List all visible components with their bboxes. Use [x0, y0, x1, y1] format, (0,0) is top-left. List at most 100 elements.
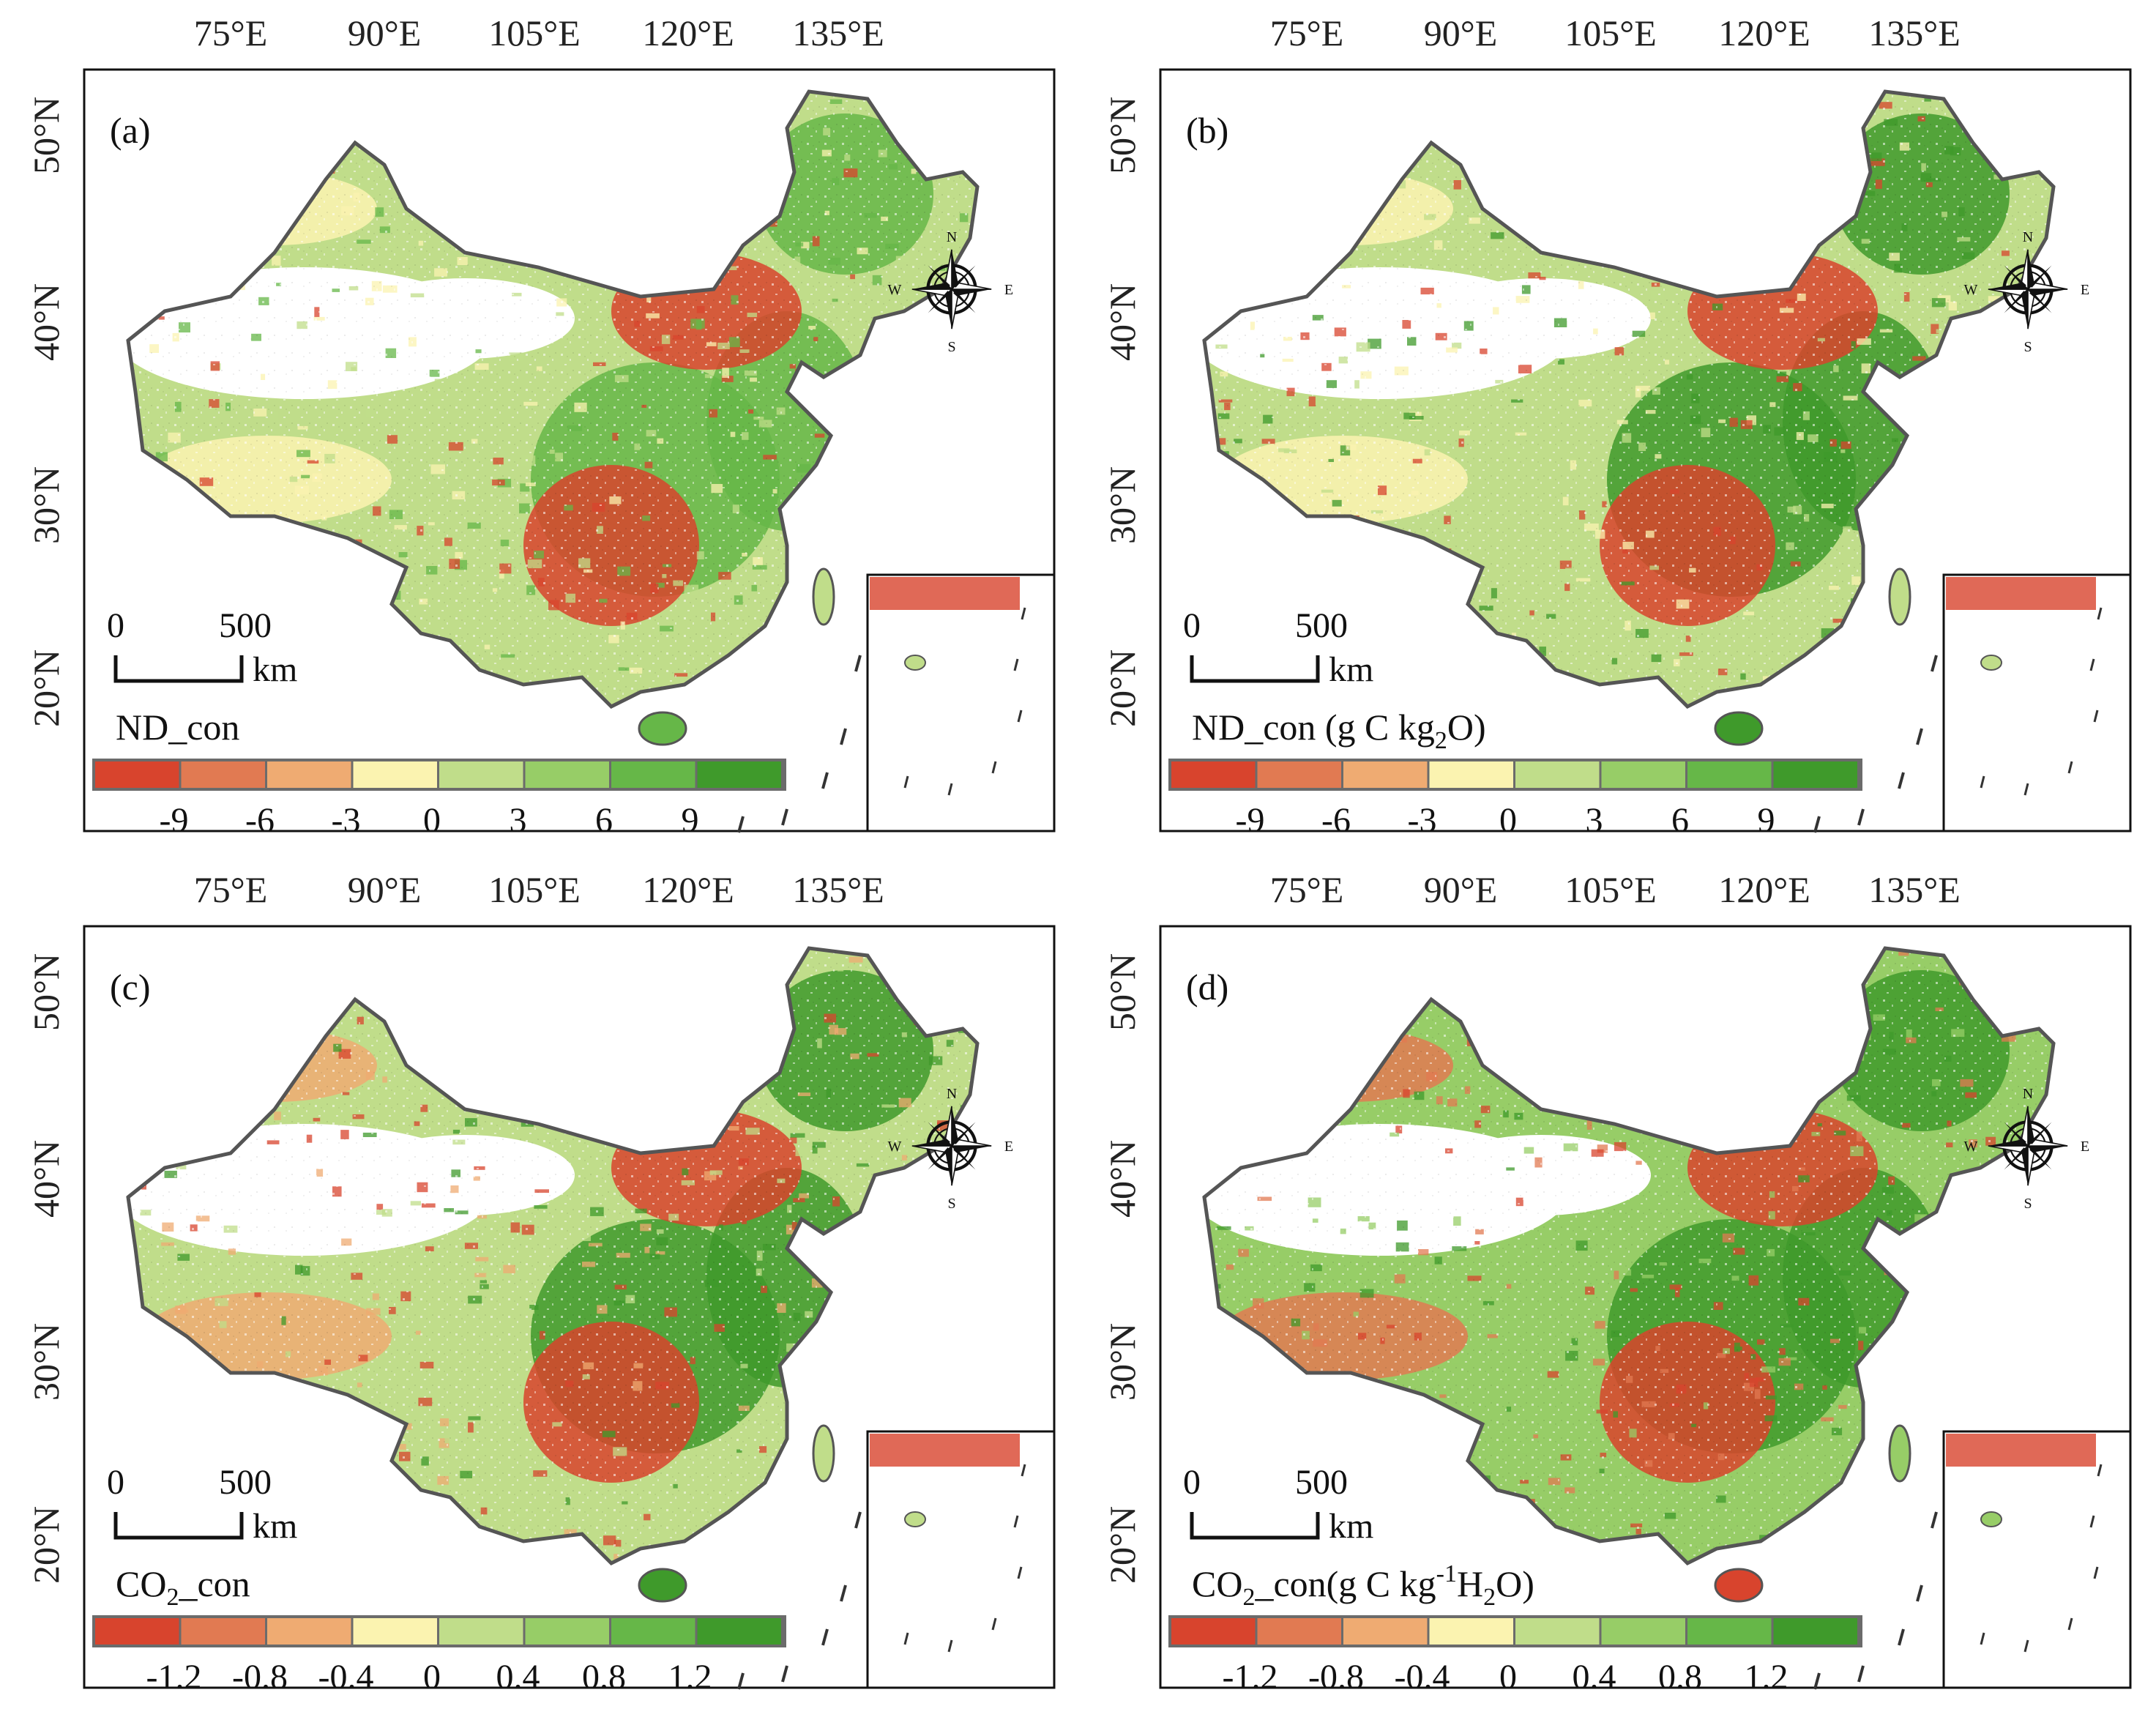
inset-dash: [2023, 1639, 2029, 1653]
inset-dash: [1021, 607, 1026, 620]
legend-title-text: CO: [116, 1563, 166, 1604]
china-boundary: [126, 89, 980, 709]
lon-tick-label: 105°E: [488, 869, 581, 910]
compass-s: S: [947, 339, 955, 355]
legend-title-end: _con: [178, 1563, 250, 1604]
boundary-dash: [1916, 728, 1923, 745]
legend-swatch: [353, 761, 437, 788]
hainan-island: [638, 1568, 687, 1603]
lon-tick-label: 120°E: [1718, 12, 1810, 53]
legend-swatch: [1429, 1618, 1513, 1645]
legend-colorbar: -1.2 -0.8 -0.4 0 0.4 0.8 1.2: [1168, 1615, 1862, 1696]
lat-tick-label: 20°N: [1102, 1506, 1143, 1584]
inset-frame: [866, 1430, 1056, 1689]
hainan-island: [1714, 1568, 1764, 1603]
inset-dash: [2067, 761, 2073, 774]
legend-swatch: [353, 1618, 437, 1645]
lat-tick-label: 40°N: [1102, 1140, 1143, 1218]
boundary-dash: [737, 816, 745, 833]
lat-tick-label: 30°N: [26, 466, 67, 544]
legend-swatch: [439, 761, 523, 788]
inset-frame: [1942, 573, 2132, 833]
taiwan-island: [812, 567, 835, 626]
inset-dash: [1980, 775, 1985, 789]
legend-tick: -1.2: [146, 1658, 202, 1696]
boundary-dash: [1813, 1672, 1821, 1690]
inset-dash: [1980, 1632, 1985, 1645]
south-china-sea-inset: [866, 573, 1056, 833]
scale-end: 500: [219, 1463, 272, 1502]
china-boundary: [126, 946, 980, 1566]
inset-dash: [1021, 1464, 1026, 1477]
inset-mainland: [1946, 1434, 2096, 1467]
legend-swatch: [267, 1618, 351, 1645]
map-panel-d: 75°E 90°E 105°E 120°E 135°E 50°N 40°N 30°N 20°N (…: [1102, 869, 2132, 1696]
boundary-dash: [1898, 1628, 1905, 1646]
legend-swatch: [1687, 761, 1772, 788]
compass-w: W: [1964, 282, 1978, 298]
legend-tick: 0: [423, 801, 441, 840]
legend-swatch: [181, 1618, 265, 1645]
lon-tick-label: 90°E: [348, 12, 422, 53]
lon-tick-label: 75°E: [194, 12, 268, 53]
boundary-dash: [821, 772, 829, 789]
legend-title-sub: 2: [1435, 727, 1447, 754]
lon-tick-label: 105°E: [488, 12, 581, 53]
boundary-dash: [1931, 1511, 1938, 1529]
inset-mainland: [870, 1434, 1020, 1467]
boundary-dash: [821, 1628, 829, 1646]
legend-swatch: [1601, 1618, 1685, 1645]
legend-swatch: [1429, 761, 1513, 788]
lat-tick-label: 20°N: [26, 1506, 67, 1584]
legend-title: ND_con (g C kg2O): [1192, 707, 1486, 754]
scale-bar: 0 500 km: [107, 1463, 297, 1546]
map-panel-b: 75°E 90°E 105°E 120°E 135°E 50°N 40°N 30°N 20°N (…: [1102, 12, 2132, 840]
lat-tick-label: 30°N: [1102, 466, 1143, 544]
inset-dash: [2089, 1515, 2095, 1528]
legend-swatch: [1773, 761, 1857, 788]
taiwan-island: [812, 1424, 835, 1483]
south-china-sea-inset: [1942, 573, 2132, 833]
boundary-dash: [1916, 1584, 1923, 1602]
boundary-dash: [840, 728, 847, 745]
legend-colorbar: -1.2 -0.8 -0.4 0 0.4 0.8 1.2: [92, 1615, 786, 1696]
legend-title-sub: 2: [166, 1584, 179, 1611]
boundary-dash: [1857, 1665, 1865, 1683]
legend-tick: 3: [510, 801, 527, 840]
legend-tick: 9: [682, 801, 699, 840]
scale-bar: 0 500 km: [107, 606, 297, 689]
legend-title-suffix: H: [1457, 1563, 1483, 1604]
compass-n: N: [947, 229, 957, 245]
legend-tick: -6: [1321, 801, 1351, 840]
lon-tick-label: 135°E: [792, 12, 884, 53]
inset-hainan: [1980, 1511, 2002, 1527]
legend-tick: -0.8: [1308, 1658, 1364, 1696]
compass-s: S: [2023, 339, 2032, 355]
scale-unit: km: [253, 1507, 297, 1546]
legend-tick: 0.8: [582, 1658, 626, 1696]
lat-tick-label: 30°N: [1102, 1323, 1143, 1401]
compass-w: W: [888, 1139, 902, 1155]
legend-tick: -9: [1236, 801, 1265, 840]
lat-tick-label: 20°N: [26, 649, 67, 727]
legend-tick: 0.4: [496, 1658, 540, 1696]
inset-dash: [991, 761, 997, 774]
compass-s: S: [2023, 1196, 2032, 1212]
compass-n: N: [947, 1086, 957, 1102]
scale-unit: km: [253, 650, 297, 689]
lat-tick-label: 40°N: [26, 1140, 67, 1218]
scale-end: 500: [219, 606, 272, 645]
map-panel-a: 75°E 90°E 105°E 120°E 135°E 50°N 40°N 30°N 20°N (…: [26, 12, 1056, 840]
legend-swatch: [1773, 1618, 1857, 1645]
legend-swatch: [95, 1618, 179, 1645]
legend-title-sup: -1: [1436, 1560, 1457, 1587]
inset-dash: [1017, 709, 1023, 723]
lon-tick-label: 135°E: [1868, 869, 1961, 910]
legend-tick: -3: [1408, 801, 1437, 840]
legend-tick: 6: [1671, 801, 1689, 840]
compass-e: E: [1004, 282, 1013, 298]
panel-label: (d): [1186, 966, 1228, 1008]
panel-label: (c): [110, 966, 151, 1008]
inset-frame: [1942, 1430, 2132, 1689]
